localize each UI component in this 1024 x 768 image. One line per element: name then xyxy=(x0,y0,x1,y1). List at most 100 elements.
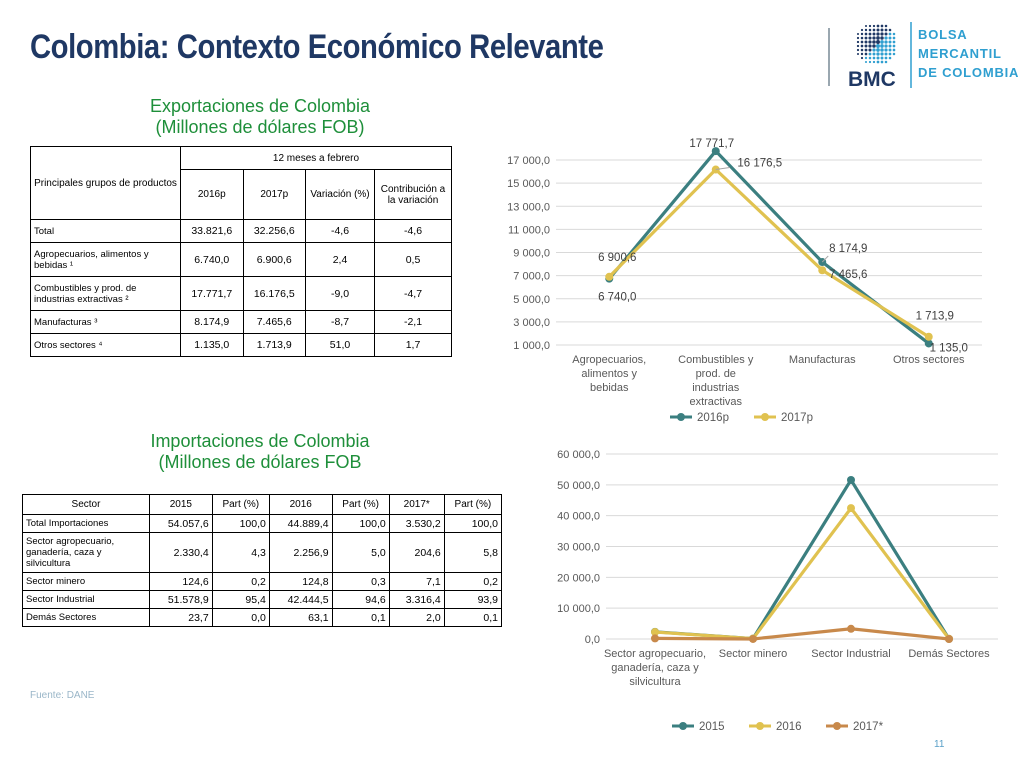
imports-header-2017: 2017* xyxy=(388,494,445,515)
exports-chart-category-label: extractivas xyxy=(689,396,742,408)
exports-cell: -2,1 xyxy=(374,310,452,334)
exports-chart-legend-label: 2017p xyxy=(781,412,813,424)
exports-title: Exportaciones de Colombia (Millones de d… xyxy=(90,96,430,138)
imports-line-chart: 0,0 10 000,0 20 000,0 30 000,0 40 000,0 50 00… xyxy=(557,449,998,733)
source-note: Fuente: DANE xyxy=(30,690,95,701)
imports-chart-data-point xyxy=(749,634,757,643)
imports-cell: 95,4 xyxy=(211,590,270,609)
imports-chart-ytick-label: 60 000,0 xyxy=(557,449,600,461)
imports-table: Sector 2015 Part (%) 2016 Part (%) 2017*… xyxy=(22,494,503,627)
imports-cell: 44.889,4 xyxy=(268,514,333,533)
imports-chart-category-label: Sector Industrial xyxy=(811,648,890,660)
imports-cell: 3.316,4 xyxy=(388,590,445,609)
imports-row: Sector Industrial 51.578,9 95,4 42.444,5 94,… xyxy=(22,590,503,609)
exports-cell: 0,5 xyxy=(374,242,452,277)
imports-cell: 0,3 xyxy=(331,572,390,591)
imports-cell: 7,1 xyxy=(388,572,445,591)
imports-chart-data-point xyxy=(651,628,659,637)
imports-cell: 51.578,9 xyxy=(149,590,213,609)
exports-chart-ytick-label: 7 000,0 xyxy=(513,271,550,283)
imports-chart-legend-label: 2017* xyxy=(853,721,884,733)
exports-cell: 8.174,9 xyxy=(180,310,244,334)
exports-chart-data-label: 17 771,7 xyxy=(689,138,734,150)
exports-chart-series-line xyxy=(608,148,930,345)
imports-cell: 0,1 xyxy=(443,608,503,627)
exports-chart-series-line xyxy=(608,167,930,339)
imports-chart-data-point xyxy=(847,475,855,484)
imports-row: Sector minero 124,6 0,2 124,8 0,3 7,1 0,2 xyxy=(22,572,503,591)
exports-chart-category-label: alimentos y xyxy=(581,368,637,380)
exports-cell: 1,7 xyxy=(374,333,452,357)
exports-row: Otros sectores ⁴ 1.135,0 1.713,9 51,0 1,7 xyxy=(30,333,452,357)
imports-chart-series-line xyxy=(654,627,950,641)
exports-row-label: Agropecuarios, alimentos y bebidas ¹ xyxy=(30,242,181,277)
exports-chart-category-label: prod. de xyxy=(696,368,736,380)
exports-chart-category-label: Combustibles y xyxy=(678,354,754,366)
imports-row-label: Sector agropecuario, ganadería, caza y s… xyxy=(22,532,150,573)
imports-chart-series-line xyxy=(654,476,951,641)
exports-cell: 6.900,6 xyxy=(242,242,306,277)
imports-chart-category-label: silvicultura xyxy=(629,676,681,688)
imports-row-label: Total Importaciones xyxy=(22,514,150,533)
imports-cell: 63,1 xyxy=(268,608,333,627)
imports-row: Total Importaciones 54.057,6 100,0 44.889,4… xyxy=(22,514,503,533)
exports-row: Agropecuarios, alimentos y bebidas ¹ 6.74… xyxy=(30,242,452,277)
imports-chart-ytick-label: 10 000,0 xyxy=(557,603,600,615)
imports-cell: 124,6 xyxy=(149,572,213,591)
exports-chart-ytick-label: 15 000,0 xyxy=(507,178,550,190)
exports-chart-ytick-label: 3 000,0 xyxy=(513,317,550,329)
exports-cell: -9,0 xyxy=(305,276,375,311)
exports-row-label: Otros sectores ⁴ xyxy=(30,333,181,357)
imports-chart-ytick-label: 0,0 xyxy=(585,634,600,646)
imports-cell: 0,0 xyxy=(211,608,270,627)
exports-cell: 33.821,6 xyxy=(180,219,244,243)
exports-cell: 32.256,6 xyxy=(242,219,306,243)
bmc-logo: BMC xyxy=(828,22,912,91)
exports-chart-category-label: Manufacturas xyxy=(789,354,856,366)
exports-cell: 7.465,6 xyxy=(242,310,306,334)
exports-chart-data-label: 6 900,6 xyxy=(598,252,636,264)
exports-chart-data-point xyxy=(818,266,827,275)
exports-title-line1: Exportaciones de Colombia xyxy=(149,96,371,116)
exports-cell: 17.771,7 xyxy=(180,276,244,311)
logo-wordmark: BOLSA MERCANTIL DE COLOMBIA xyxy=(918,25,1019,82)
imports-header-part-2016: Part (%) xyxy=(331,494,390,515)
exports-cell: 2,4 xyxy=(305,242,375,277)
exports-chart-category-label: bebidas xyxy=(590,382,629,394)
imports-chart-legend-marker xyxy=(833,722,841,730)
imports-cell: 2,0 xyxy=(388,608,445,627)
exports-title-line2: (Millones de dólares FOB) xyxy=(155,117,365,137)
logo-line-1: BOLSA xyxy=(918,27,968,42)
exports-chart-ytick-label: 5 000,0 xyxy=(513,294,550,306)
imports-row: Demás Sectores 23,7 0,0 63,1 0,1 2,0 0,1 xyxy=(22,608,503,627)
logo-abbr: BMC xyxy=(848,68,896,91)
exports-row-label: Manufacturas ³ xyxy=(30,310,181,334)
exports-chart-label-leader xyxy=(715,167,730,171)
imports-cell: 23,7 xyxy=(149,608,213,627)
imports-cell: 204,6 xyxy=(388,532,445,573)
imports-cell: 54.057,6 xyxy=(149,514,213,533)
exports-chart-legend-label: 2016p xyxy=(697,412,729,424)
imports-chart-legend-marker xyxy=(679,722,687,730)
exports-cell: -8,7 xyxy=(305,310,375,334)
exports-chart-category-label: Otros sectores xyxy=(893,354,965,366)
exports-chart-legend-marker xyxy=(761,413,769,421)
exports-chart-ytick-label: 9 000,0 xyxy=(513,248,550,260)
exports-chart-ytick-label: 1 000,0 xyxy=(513,340,550,352)
exports-col-group-header: Principales grupos de productos xyxy=(30,146,181,220)
imports-cell: 2.256,9 xyxy=(268,532,333,573)
imports-chart-category-label: Demás Sectores xyxy=(908,648,990,660)
imports-chart-data-point xyxy=(651,634,659,643)
exports-chart-ytick-label: 11 000,0 xyxy=(508,224,550,236)
imports-header-2016: 2016 xyxy=(268,494,333,515)
exports-chart-data-point xyxy=(924,332,933,341)
imports-chart-category-label: Sector minero xyxy=(719,648,787,660)
exports-cell: 51,0 xyxy=(305,333,375,357)
exports-row-label: Total xyxy=(30,219,181,243)
imports-header-sector: Sector xyxy=(22,494,150,515)
exports-row: Combustibles y prod. de industrias extra… xyxy=(30,276,452,311)
imports-title-line2: (Millones de dólares FOB xyxy=(158,452,362,472)
exports-header-2017: 2017p xyxy=(242,169,306,220)
imports-cell: 100,0 xyxy=(211,514,270,533)
imports-cell: 5,8 xyxy=(443,532,503,573)
